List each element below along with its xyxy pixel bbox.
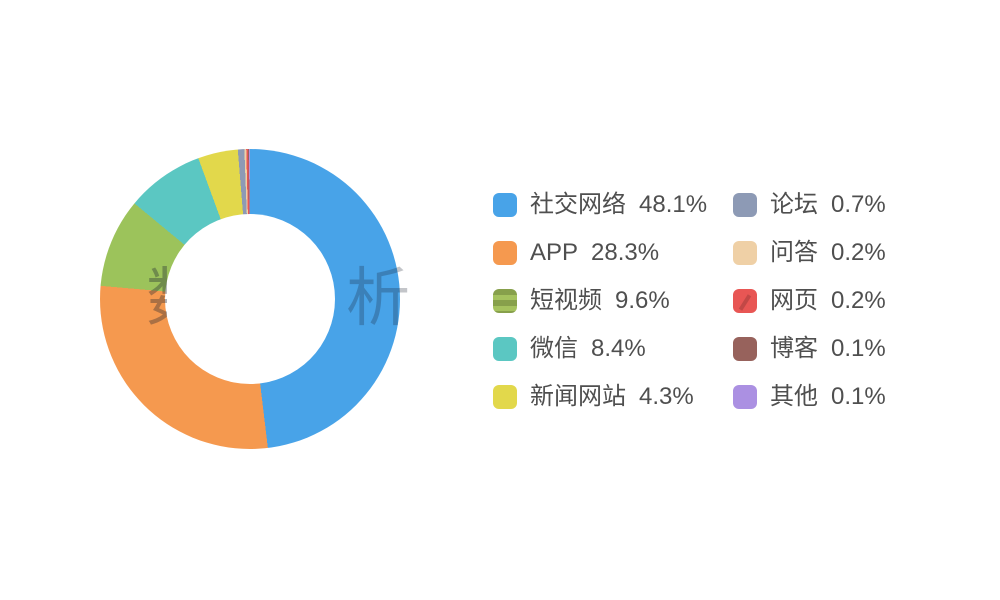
legend-label: 微信 — [530, 335, 578, 362]
legend-item-2[interactable]: APP 28.3% — [493, 241, 707, 265]
donut-hole — [165, 214, 335, 384]
legend-swatch — [493, 337, 517, 361]
legend-swatch — [493, 193, 517, 217]
legend-item-6[interactable]: 论坛 0.7% — [733, 193, 886, 217]
legend-value: 48.1% — [639, 191, 708, 218]
legend-label: 博客 — [770, 335, 818, 362]
legend-swatch — [733, 241, 757, 265]
legend-value: 4.3% — [639, 383, 694, 410]
legend-value: 0.1% — [831, 335, 886, 362]
legend-value: 8.4% — [591, 335, 646, 362]
legend-item-10[interactable]: 其他 0.1% — [733, 385, 886, 409]
legend-value: 0.2% — [831, 239, 886, 266]
legend-value: 9.6% — [615, 287, 670, 314]
legend-label: 网页 — [770, 287, 818, 314]
legend-value: 0.2% — [831, 287, 886, 314]
legend-swatch — [733, 337, 757, 361]
legend-swatch — [493, 289, 517, 313]
legend-value: 0.1% — [831, 383, 886, 410]
legend-value: 0.7% — [831, 191, 886, 218]
legend-item-7[interactable]: 问答 0.2% — [733, 241, 886, 265]
legend-item-3[interactable]: 短视频 9.6% — [493, 289, 707, 313]
legend-label: 论坛 — [770, 191, 818, 218]
legend-item-8[interactable]: 网页 0.2% — [733, 289, 886, 313]
legend-label: 短视频 — [530, 287, 602, 314]
donut-chart[interactable] — [100, 149, 400, 449]
legend-item-1[interactable]: 社交网络 48.1% — [493, 193, 707, 217]
legend-swatch — [493, 385, 517, 409]
legend-label: 其他 — [770, 383, 818, 410]
legend-label: 社交网络 — [530, 191, 626, 218]
legend-item-9[interactable]: 博客 0.1% — [733, 337, 886, 361]
legend-column-2: 论坛 0.7% 问答 0.2% 网页 0.2% 博客 0.1% 其他 0.1% — [733, 193, 886, 433]
legend-item-4[interactable]: 微信 8.4% — [493, 337, 707, 361]
legend-swatch — [733, 385, 757, 409]
legend-label: 新闻网站 — [530, 383, 626, 410]
legend-column-1: 社交网络 48.1% APP 28.3% 短视频 9.6% 微信 8.4% 新闻网站 4.3% — [493, 193, 707, 433]
legend-value: 28.3% — [591, 239, 660, 266]
legend-label: 问答 — [770, 239, 818, 266]
legend-item-5[interactable]: 新闻网站 4.3% — [493, 385, 707, 409]
legend-swatch — [733, 193, 757, 217]
legend-label: APP — [530, 239, 579, 266]
legend-swatch — [493, 241, 517, 265]
legend-swatch — [733, 289, 757, 313]
